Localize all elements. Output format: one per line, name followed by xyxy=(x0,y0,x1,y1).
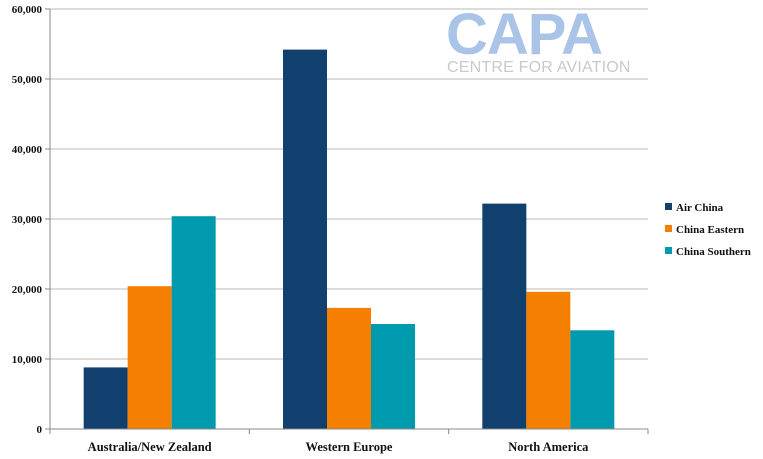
capa-logo: CAPA CENTRE FOR AVIATION xyxy=(446,2,631,76)
x-axis-labels: Australia/New Zealand Western Europe North… xyxy=(88,440,589,454)
bar xyxy=(526,291,571,429)
y-tick-label: 0 xyxy=(37,424,43,436)
legend-swatch xyxy=(665,225,672,232)
bar xyxy=(371,324,415,429)
y-tick-label: 60,000 xyxy=(12,4,43,16)
legend-label: Air China xyxy=(676,202,724,214)
x-tick-label: North America xyxy=(508,440,589,454)
y-tick-label: 10,000 xyxy=(12,354,43,366)
bar xyxy=(327,307,371,429)
bar xyxy=(83,367,128,429)
legend-swatch xyxy=(665,203,672,210)
y-tick-label: 50,000 xyxy=(12,74,43,86)
bar xyxy=(127,286,172,429)
legend-swatch xyxy=(665,247,672,254)
x-tick-label: Australia/New Zealand xyxy=(88,440,212,454)
legend: Air China China Eastern China Southern xyxy=(665,202,751,258)
y-tick-label: 30,000 xyxy=(12,214,43,226)
bar xyxy=(283,49,327,429)
bar xyxy=(570,330,615,429)
x-tick-label: Western Europe xyxy=(306,440,393,454)
logo-sub-text: CENTRE FOR AVIATION xyxy=(447,59,631,76)
logo-main-text: CAPA xyxy=(446,2,602,67)
bar xyxy=(171,216,216,429)
axes xyxy=(49,9,649,434)
y-tick-label: 20,000 xyxy=(12,284,43,296)
y-tick-label: 40,000 xyxy=(12,144,43,156)
legend-label: China Eastern xyxy=(676,224,744,236)
legend-label: China Southern xyxy=(676,246,751,258)
bars xyxy=(83,49,615,429)
bar xyxy=(482,203,527,429)
y-axis-ticks: 0 10,000 20,000 30,000 40,000 50,000 60,000 xyxy=(12,4,50,436)
